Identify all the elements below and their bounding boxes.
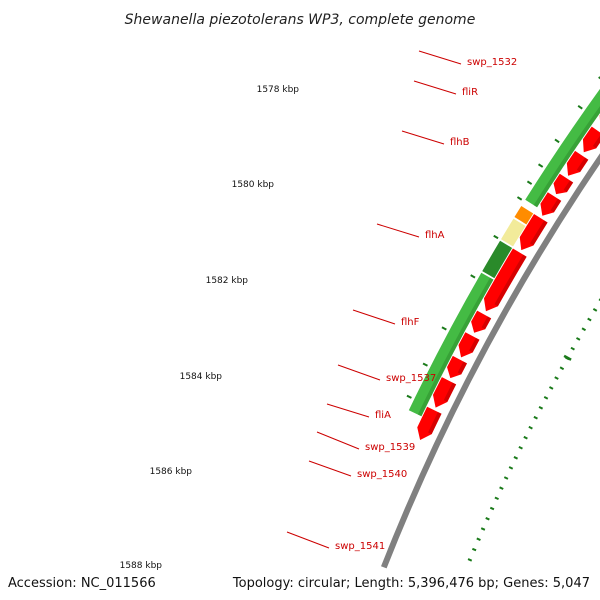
backbone-arc [381, 153, 600, 569]
minor-tick [570, 346, 575, 351]
minor-tick [499, 486, 504, 490]
gene-tick [554, 138, 560, 144]
gene-label: swp_1532 [467, 57, 517, 68]
gene-label: fliR [462, 87, 478, 98]
gene-tick [422, 362, 428, 367]
minor-tick [503, 476, 509, 480]
cds-arrow [417, 406, 442, 441]
leader-line [352, 309, 396, 325]
kbp-tick: 1580 kbp [232, 180, 275, 190]
minor-tick [575, 337, 581, 341]
minor-tick [471, 547, 477, 552]
minor-tick [485, 517, 490, 521]
cds-arrow [432, 377, 457, 408]
gene-tick [516, 196, 523, 201]
leader-line [326, 403, 370, 418]
gene-label: flhB [450, 137, 470, 148]
backbone-ring [381, 153, 600, 569]
cds-arrow [471, 310, 492, 333]
gene-label: swp_1541 [335, 541, 385, 552]
leader-line [418, 50, 462, 65]
kbp-tick: 1584 kbp [180, 372, 223, 382]
gene-label: flhA [425, 230, 445, 241]
minor-tick [543, 396, 549, 400]
minor-tick [559, 366, 565, 371]
minor-tick [538, 405, 544, 410]
gene-label: flhF [401, 317, 420, 328]
minor-tick [489, 506, 495, 511]
gene-label: fliA [375, 410, 391, 421]
minor-tick [523, 435, 528, 440]
minor-tick [587, 317, 592, 322]
cds-arrow [566, 150, 589, 176]
minor-tick [513, 456, 518, 460]
minor-tick [533, 415, 538, 420]
feature-track [408, 89, 600, 417]
gene-tick [537, 163, 544, 168]
cds-track [417, 114, 600, 441]
gene-label: swp_1540 [357, 469, 407, 480]
kbp-axis: 1578 kbp 1580 kbp 1582 kbp 1584 kbp 1586 kbp… [120, 85, 572, 571]
gene-label-ticks [406, 76, 600, 399]
leader-line [376, 223, 420, 238]
minor-tick [548, 386, 554, 390]
minor-tick [581, 327, 587, 332]
leader-line [413, 80, 457, 95]
kbp-tick: 1586 kbp [150, 467, 193, 477]
kbp-label: 1578 kbp [257, 85, 300, 95]
minor-tick [494, 496, 499, 501]
leader-line [316, 431, 360, 450]
kbp-label: 1588 kbp [120, 561, 163, 571]
cds-arrow [483, 248, 527, 312]
feature-segment [482, 240, 513, 279]
gene-leader-lines [286, 50, 462, 549]
cds-arrow [519, 213, 548, 251]
kbp-label: 1580 kbp [232, 180, 275, 190]
cds-arrow [540, 192, 562, 216]
kbp-minor-ticks [467, 298, 600, 562]
kbp-label: 1584 kbp [180, 372, 223, 382]
feature-segment [514, 206, 534, 225]
kbp-label: 1586 kbp [150, 467, 193, 477]
gene-tick [441, 326, 447, 331]
leader-line [337, 364, 381, 381]
cds-arrow [553, 173, 574, 195]
leader-line [308, 460, 352, 477]
gene-label: swp_1537 [386, 373, 436, 384]
accession-text: Accession: NC_011566 [8, 576, 156, 591]
page-title: Shewanella piezotolerans WP3, complete g… [125, 12, 476, 28]
feature-segment [500, 218, 526, 247]
minor-tick [508, 466, 514, 470]
minor-tick [480, 527, 486, 531]
gene-labels: swp_1532 fliR flhB flhA flhF swp_1537 fliA swp_… [335, 57, 517, 552]
kbp-tick: 1578 kbp [257, 85, 572, 361]
minor-tick [528, 425, 533, 430]
gene-tick [577, 104, 583, 110]
minor-tick [592, 308, 598, 312]
kbp-tick: 1588 kbp [120, 561, 163, 571]
kbp-label: 1582 kbp [206, 276, 249, 286]
summary-text: Topology: circular; Length: 5,396,476 bp… [232, 576, 590, 591]
minor-tick [554, 376, 559, 380]
minor-tick [467, 558, 473, 562]
cds-arrow [458, 332, 480, 358]
kbp-tick: 1582 kbp [206, 276, 249, 286]
gene-label: swp_1539 [365, 442, 415, 453]
gene-tick [493, 234, 499, 240]
gene-tick [470, 274, 476, 279]
leader-line [401, 130, 445, 145]
gene-tick [598, 76, 600, 80]
cds-arrow [582, 126, 600, 153]
minor-tick [518, 445, 523, 450]
leader-line [286, 531, 330, 549]
gene-tick [526, 180, 533, 185]
gene-tick [406, 394, 412, 399]
cds-arrow [447, 355, 467, 379]
feature-segment [525, 89, 600, 208]
minor-tick [476, 537, 481, 541]
feature-segment [408, 272, 494, 417]
